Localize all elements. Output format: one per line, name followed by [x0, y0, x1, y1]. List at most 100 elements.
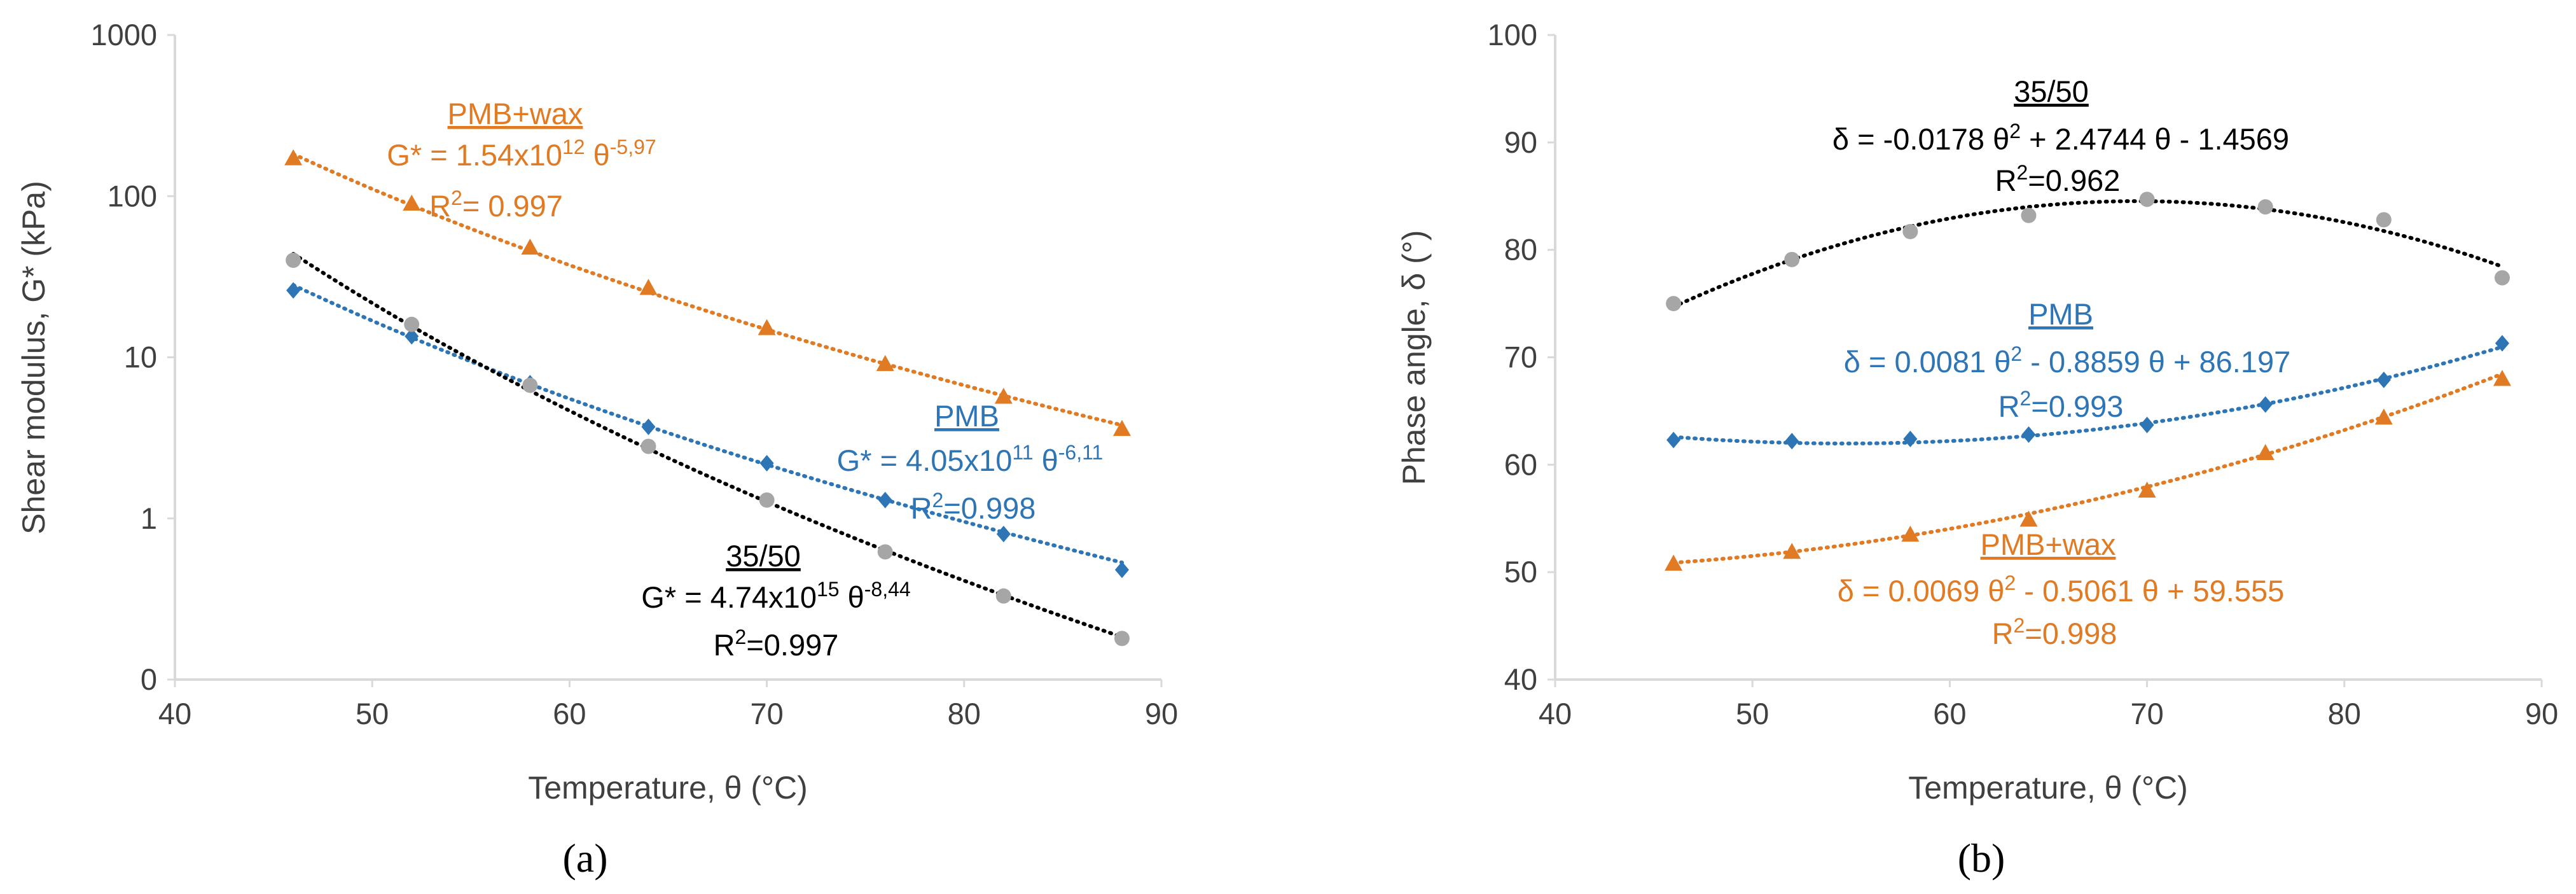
chart-b-pmb-name: PMB [2028, 297, 2093, 331]
chart-b-y-tick-label: 60 [1504, 447, 1537, 481]
chart-a-x-axis-title: Temperature, θ (°C) [528, 770, 808, 806]
chart-a-pmb-wax-point [758, 319, 776, 335]
chart-b-y-tick-label: 40 [1504, 662, 1537, 696]
chart-b-pmb-point [2258, 396, 2273, 413]
chart-a-subplot-label: (a) [562, 835, 607, 881]
chart-b-3550-point [2376, 212, 2392, 228]
chart-a-3550-name: 35/50 [726, 539, 801, 573]
chart-a-pmb-equation: G* = 4.05x1011 θ-6,11 [837, 441, 1104, 477]
chart-b-pmb-point [1666, 431, 1681, 449]
chart-a-x-tick-label: 50 [356, 697, 389, 730]
chart-a-pmb-wax-equation: G* = 1.54x1012 θ-5,97 [387, 136, 656, 172]
chart-b-pmb-wax-point [1783, 543, 1801, 559]
chart-b-x-tick-label: 80 [2328, 697, 2361, 730]
chart-b: 40 50 60 70 80 90 40 50 60 70 80 90 100 Temperature,… [1396, 18, 2558, 881]
chart-b-3550-equation: δ = -0.0178 θ2 + 2.4744 θ - 1.4569 [1832, 120, 2289, 156]
chart-b-3550-trendline [1672, 199, 2504, 309]
chart-a-3550-point [404, 316, 420, 332]
chart-b-3550-point [2021, 207, 2037, 223]
chart-a-x-tick-label: 90 [1145, 697, 1178, 730]
chart-b-pmb-point [2140, 416, 2154, 433]
chart-b-pmb-wax-name: PMB+wax [1981, 527, 2116, 561]
chart-a-y-tick-label: 1000 [90, 18, 157, 52]
chart-a-y-tick-label: 10 [124, 340, 157, 374]
chart-a-pmb-name: PMB [934, 399, 999, 433]
chart-a-x-tick-label: 70 [750, 697, 783, 730]
chart-a-pmb-wax-point [403, 194, 421, 211]
chart-b-3550-point [1902, 223, 1918, 239]
chart-b-x-tick-label: 40 [1539, 697, 1572, 730]
chart-b-pmb-wax-point [2138, 481, 2156, 498]
chart-b-3550-name: 35/50 [2014, 74, 2089, 108]
chart-b-pmb-point [2495, 335, 2510, 352]
chart-a-pmb-point [641, 418, 656, 435]
chart-a-3550-annotation: 35/50 G* = 4.74x1015 θ-8,44 R2=0.997 [641, 539, 910, 662]
chart-b-pmb-trendline [1672, 345, 2504, 445]
chart-a-pmb-wax-point [994, 388, 1013, 404]
chart-a-x-tick-label: 40 [158, 697, 191, 730]
chart-a-y-tick-label: 0 [141, 662, 157, 696]
chart-a: 40 50 60 70 80 90 0 1 10 100 1000 Temperature, θ (… [16, 18, 1178, 881]
chart-b-pmb-r2: R2=0.993 [1998, 387, 2124, 423]
chart-b-y-axis-title: Phase angle, δ (°) [1396, 230, 1432, 485]
chart-b-y-tick-label: 50 [1504, 555, 1537, 589]
chart-b-x-axis-title: Temperature, θ (°C) [1908, 770, 2188, 806]
chart-b-pmb-wax-r2: R2=0.998 [1992, 614, 2117, 650]
chart-b-x-tick-label: 70 [2130, 697, 2163, 730]
chart-b-y-tick-label: 70 [1504, 340, 1537, 374]
chart-a-pmb-wax-point [1112, 419, 1131, 437]
chart-b-x-tick-label: 50 [1736, 697, 1769, 730]
chart-b-3550-r2: R2=0.962 [1995, 161, 2121, 197]
chart-b-3550-annotation: 35/50 δ = -0.0178 θ2 + 2.4744 θ - 1.4569… [1832, 74, 2289, 197]
chart-a-3550-point [759, 492, 775, 508]
chart-a-pmb-wax-point [876, 354, 894, 372]
chart-b-y-tick-label: 100 [1488, 18, 1537, 52]
chart-b-pmb-point [1785, 433, 1799, 450]
chart-b-pmb-wax-annotation: PMB+wax δ = 0.0069 θ2 - 0.5061 θ + 59.55… [1838, 527, 2285, 650]
chart-a-y-tick-label: 100 [107, 179, 157, 213]
chart-a-pmb-r2: R2=0.998 [911, 489, 1036, 525]
chart-a-3550-point [995, 588, 1011, 604]
chart-b-x-tick-label: 90 [2525, 697, 2558, 730]
chart-a-pmb-wax-trendline [291, 152, 1124, 428]
chart-a-pmb-wax-r2: R2= 0.997 [429, 186, 563, 223]
chart-a-3550-point [877, 544, 893, 560]
chart-a-pmb-point [1114, 561, 1130, 578]
chart-a-3550-point [522, 377, 538, 393]
chart-a-pmb-point [405, 328, 419, 345]
chart-b-x-tick-label: 60 [1933, 697, 1966, 730]
chart-b-pmb-equation: δ = 0.0081 θ2 - 0.8859 θ + 86.197 [1844, 342, 2291, 379]
chart-a-pmb-wax-point [639, 279, 658, 295]
chart-b-3550-point [1666, 296, 1682, 312]
chart-b-y-tick-label: 80 [1504, 233, 1537, 267]
chart-a-pmb-wax-name: PMB+wax [448, 97, 583, 130]
chart-a-3550-equation: G* = 4.74x1015 θ-8,44 [641, 578, 910, 614]
chart-a-x-tick-label: 60 [553, 697, 586, 730]
chart-b-pmb-annotation: PMB δ = 0.0081 θ2 - 0.8859 θ + 86.197 R2… [1844, 297, 2291, 423]
chart-b-pmb-wax-point [2374, 409, 2393, 425]
chart-a-y-axis-title: Shear modulus, G* (kPa) [16, 181, 52, 534]
chart-b-pmb-wax-equation: δ = 0.0069 θ2 - 0.5061 θ + 59.555 [1838, 571, 2285, 608]
chart-b-3550-point [1784, 251, 1800, 267]
chart-b-3550-point [2494, 270, 2510, 286]
chart-a-pmb-point [878, 491, 892, 508]
chart-b-y-tick-label: 90 [1504, 125, 1537, 159]
chart-b-pmb-wax-trendline [1672, 372, 2504, 565]
chart-b-pmb-wax-point [1901, 526, 1920, 542]
chart-b-pmb-point [2376, 371, 2391, 388]
chart-b-pmb-point [2021, 426, 2036, 444]
chart-a-pmb-wax-annotation: PMB+wax G* = 1.54x1012 θ-5,97 R2= 0.997 [387, 97, 656, 223]
chart-a-pmb-point [996, 526, 1011, 543]
chart-b-3550-point [2139, 192, 2155, 207]
chart-a-3550-point [1114, 631, 1130, 646]
chart-b-pmb-wax-point [2256, 444, 2275, 460]
chart-b-subplot-label: (b) [1958, 835, 2005, 881]
chart-b-pmb-wax-point [1665, 554, 1683, 571]
chart-a-3550-r2: R2=0.997 [714, 625, 839, 662]
chart-a-pmb-wax-point [521, 238, 539, 255]
chart-b-3550-point [2257, 199, 2273, 215]
chart-a-3550-point [641, 438, 656, 454]
chart-a-x-tick-label: 80 [948, 697, 981, 730]
